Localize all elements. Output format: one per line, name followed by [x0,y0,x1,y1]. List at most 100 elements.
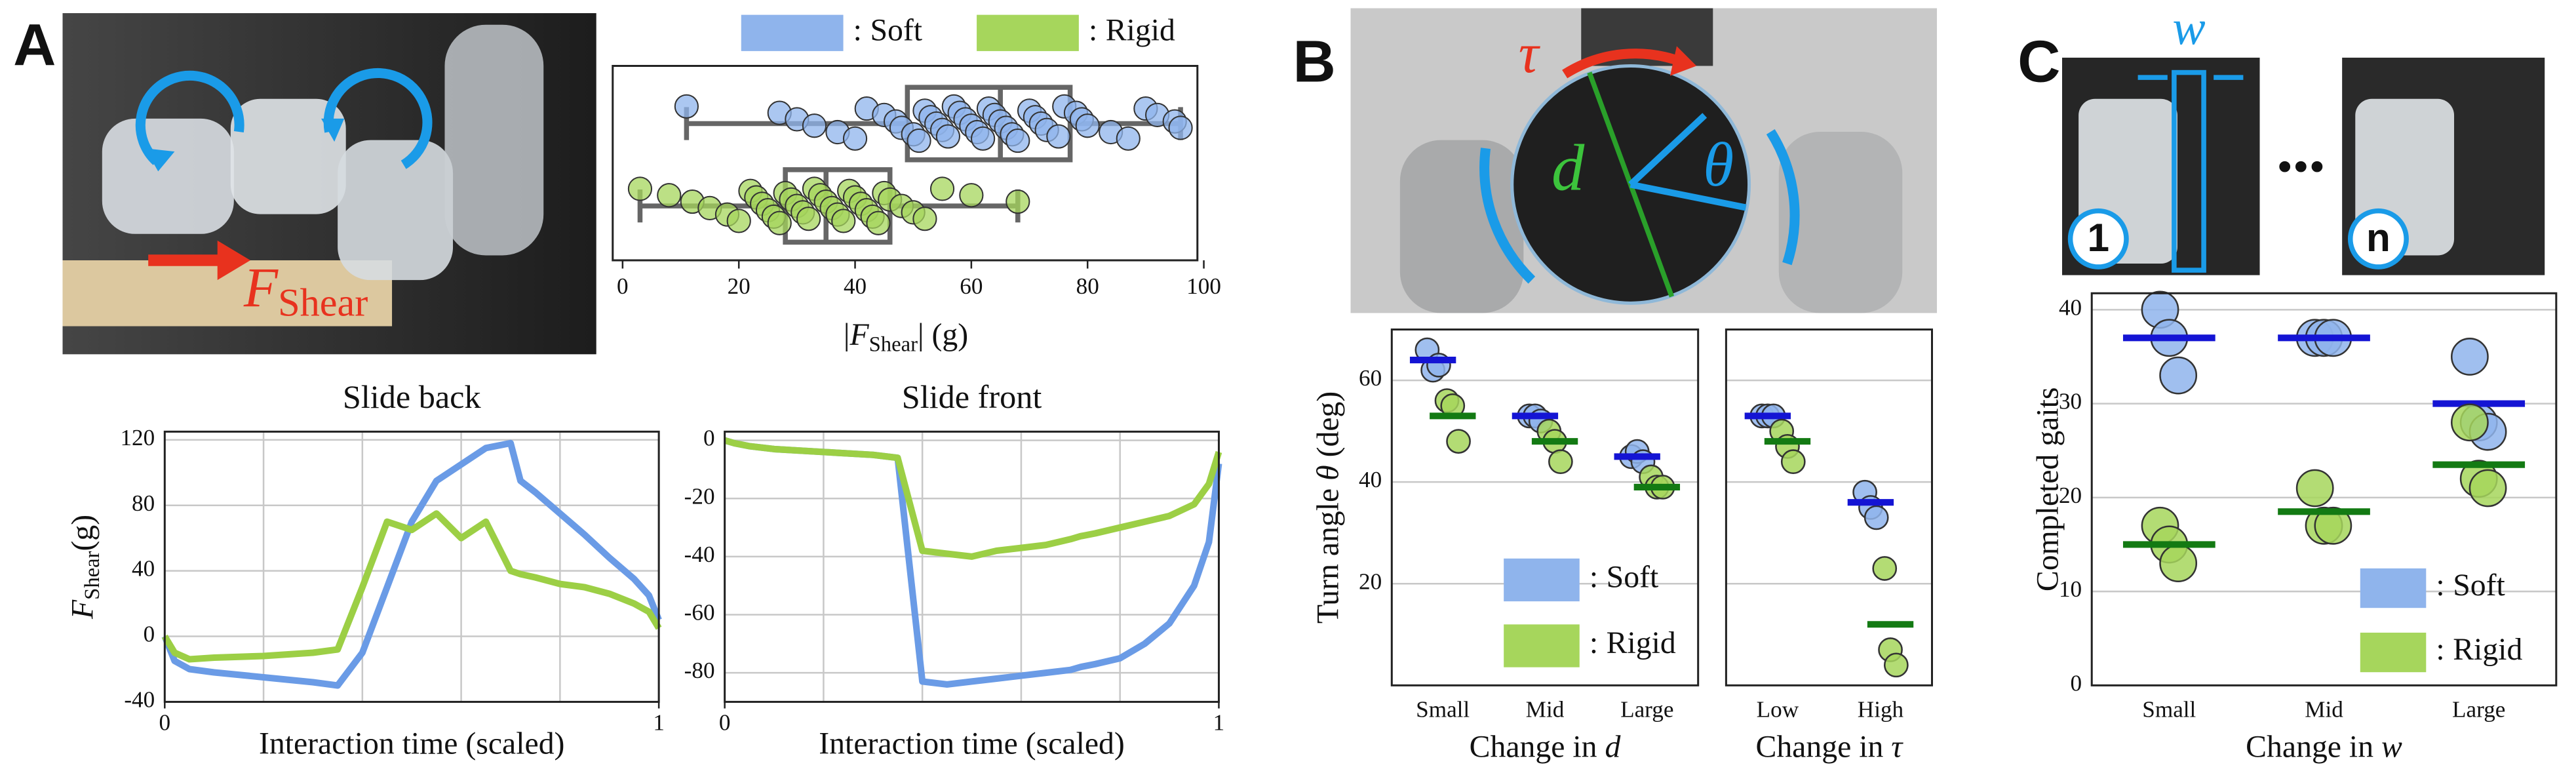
x-tick-label: High [1858,697,1904,723]
legend-label: : Soft [853,12,922,47]
point [959,183,984,208]
photo-index: 1 [2088,215,2110,260]
force-symbol: F [243,257,279,319]
legend-label: : Rigid [1089,12,1175,47]
point [2159,356,2198,395]
point [2451,338,2489,376]
point [767,210,792,235]
y-tick-label: 40 [132,556,155,582]
y-tick-label: 30 [2059,389,2082,414]
y-axis-label-part: Completed gaits [2030,387,2065,592]
x-axis-label-part: | (g) [918,317,968,352]
x-axis-label: Interaction time (scaled) [819,726,1125,761]
legend-swatch [1504,558,1580,602]
point [1780,449,1806,474]
y-tick-label: -20 [684,483,715,509]
point [2159,544,2198,582]
y-axis-label-part: F [66,599,100,620]
point [1446,429,1471,454]
x-axis-label-part: Interaction time (scaled) [819,726,1125,761]
y-tick-label: 40 [1359,467,1382,492]
x-axis-label: |FShear| (g) [844,317,968,356]
point [929,176,955,201]
y-axis-label-part: Shear [81,551,104,599]
y-axis-label: Completed gaits [2030,387,2065,592]
x-tick-label: Small [2142,697,2196,723]
x-tick-label: 60 [960,273,983,299]
point [796,207,821,231]
x-axis-label: Change in d [1470,729,1621,764]
x-axis-label-part: τ [1891,729,1903,764]
x-axis-label: Change in τ [1755,729,1903,764]
point [1548,449,1573,474]
legend-swatch [2360,632,2427,673]
force-annotation: FShear [243,257,368,325]
y-axis-label: Turn angle θ (deg) [1310,391,1345,624]
point [627,176,653,201]
line-series [161,439,662,689]
legend-name: Rigid [1607,626,1676,660]
y-tick-label: 120 [120,425,155,450]
plot-frame [163,430,660,703]
x-axis-label: Change in w [2246,729,2402,764]
point [2295,469,2334,507]
point [1883,652,1909,678]
y-axis-label-part: (deg) [1310,391,1345,466]
legend-sep: : [853,12,862,47]
x-axis-label-part: w [2381,729,2402,764]
point [2451,403,2489,442]
legend-sep: : [1590,559,1598,594]
x-axis-label-part: F [849,317,869,352]
point [866,210,891,235]
x-tick-label: 80 [1076,273,1099,299]
point [674,94,699,119]
legend-name: Soft [2453,568,2505,603]
point [935,124,960,149]
point [1864,505,1889,530]
w-annotation: w [2172,1,2205,56]
x-tick-label: 20 [728,273,751,299]
legend-name: Soft [870,12,922,47]
y-tick-label: 10 [2059,576,2082,602]
point [2314,506,2352,545]
x-tick-label: 0 [617,273,629,299]
point [1005,189,1030,214]
d-annotation: d [1551,130,1585,204]
y-tick-label: 0 [2071,670,2082,696]
point [657,183,682,208]
x-tick-label: Low [1757,697,1799,723]
y-tick-label: 40 [2059,294,2082,320]
point [1075,113,1100,138]
point [1046,124,1071,149]
x-axis-label-part: Interaction time (scaled) [259,726,565,761]
point [1116,126,1141,151]
force-subscript: Shear [278,281,368,325]
photo-a [62,13,596,355]
y-tick-label: -40 [684,542,715,567]
theta-annotation: θ [1703,130,1734,199]
point [912,207,937,231]
legend-swatch [2360,568,2427,608]
legend-sep: : [1590,626,1598,660]
x-axis-label-part: Change in [1470,729,1605,764]
y-axis-label-part: θ [1310,465,1345,480]
legend-name: Rigid [2453,632,2522,667]
x-tick-label: Large [1620,697,1673,723]
x-axis-label-part: | [844,317,850,352]
y-tick-label: 20 [1359,568,1382,594]
x-tick-label: 0 [159,710,171,736]
y-tick-label: 60 [1359,365,1382,391]
x-tick-label: 1 [653,710,665,736]
point [907,128,931,153]
y-axis-label-part: Turn angle [1310,481,1345,624]
legend-label: : Rigid [1590,626,1676,660]
legend-sep: : [1089,12,1097,47]
point [831,209,856,233]
panel-label: C [2018,28,2060,94]
point [1005,128,1030,153]
y-tick-label: -40 [124,687,155,713]
legend-sep: : [2436,632,2444,667]
legend-label: : Soft [2436,568,2505,603]
point [2469,469,2507,507]
